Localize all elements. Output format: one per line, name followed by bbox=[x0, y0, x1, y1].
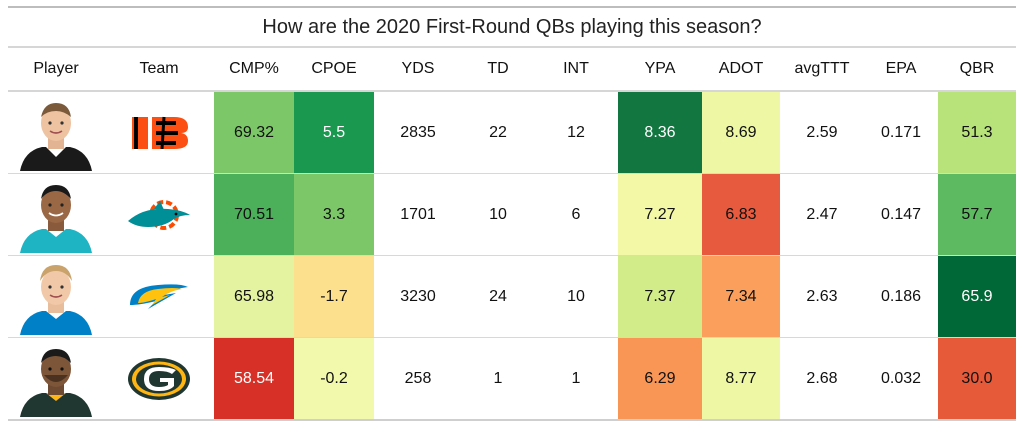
jordan-love-headshot-icon bbox=[8, 338, 104, 419]
avgttt-cell: 2.59 bbox=[806, 123, 838, 141]
ypa-cell: 8.36 bbox=[618, 92, 702, 173]
header-team: Team bbox=[139, 60, 179, 77]
chargers-logo-icon bbox=[104, 256, 214, 337]
header-adot: ADOT bbox=[718, 60, 764, 77]
qb-stats-table: How are the 2020 First-Round QBs playing… bbox=[8, 6, 1016, 421]
td-cell: 1 bbox=[493, 369, 503, 387]
header-ypa: YPA bbox=[644, 60, 676, 77]
header-avgttt: avgTTT bbox=[794, 60, 850, 77]
adot-cell: 8.69 bbox=[702, 92, 780, 173]
header-cpoe: CPOE bbox=[311, 60, 357, 77]
bengals-logo-icon bbox=[104, 92, 214, 173]
table-row: 58.54 -0.2 258 1 1 6.29 8.77 2.68 0.032 … bbox=[8, 338, 1016, 421]
table-row: 65.98 -1.7 3230 24 10 7.37 7.34 2.63 0.1… bbox=[8, 256, 1016, 338]
table-row: 70.51 3.3 1701 10 6 7.27 6.83 2.47 0.147… bbox=[8, 174, 1016, 256]
cmp-cell: 58.54 bbox=[214, 338, 294, 419]
qbr-cell: 30.0 bbox=[938, 338, 1016, 419]
epa-cell: 0.032 bbox=[880, 369, 922, 387]
adot-cell: 8.77 bbox=[702, 338, 780, 419]
epa-cell: 0.186 bbox=[880, 287, 922, 305]
header-int: INT bbox=[563, 60, 589, 77]
epa-cell: 0.171 bbox=[880, 123, 922, 141]
int-cell: 1 bbox=[571, 369, 581, 387]
yds-cell: 1701 bbox=[400, 205, 436, 223]
header-td: TD bbox=[487, 60, 509, 77]
cpoe-cell: -0.2 bbox=[294, 338, 374, 419]
avgttt-cell: 2.47 bbox=[806, 205, 838, 223]
header-epa: EPA bbox=[885, 60, 917, 77]
int-cell: 12 bbox=[567, 123, 585, 141]
td-cell: 10 bbox=[489, 205, 507, 223]
int-cell: 6 bbox=[571, 205, 581, 223]
ypa-cell: 7.37 bbox=[618, 256, 702, 337]
avgttt-cell: 2.63 bbox=[806, 287, 838, 305]
cpoe-cell: 3.3 bbox=[294, 174, 374, 255]
qbr-cell: 65.9 bbox=[938, 256, 1016, 337]
yds-cell: 3230 bbox=[400, 287, 436, 305]
packers-logo-icon bbox=[104, 338, 214, 419]
table-title: How are the 2020 First-Round QBs playing… bbox=[8, 6, 1016, 46]
td-cell: 22 bbox=[489, 123, 507, 141]
joe-burrow-headshot-icon bbox=[8, 92, 104, 173]
dolphins-logo-icon bbox=[104, 174, 214, 255]
yds-cell: 2835 bbox=[400, 123, 436, 141]
header-qbr: QBR bbox=[959, 60, 995, 77]
adot-cell: 7.34 bbox=[702, 256, 780, 337]
tua-tagovailoa-headshot-icon bbox=[8, 174, 104, 255]
cmp-cell: 69.32 bbox=[214, 92, 294, 173]
adot-cell: 6.83 bbox=[702, 174, 780, 255]
justin-herbert-headshot-icon bbox=[8, 256, 104, 337]
table-row: 69.32 5.5 2835 22 12 8.36 8.69 2.59 0.17… bbox=[8, 92, 1016, 174]
header-row: Player Team CMP% CPOE YDS TD INT YPA ADO… bbox=[8, 46, 1016, 92]
td-cell: 24 bbox=[489, 287, 507, 305]
header-player: Player bbox=[33, 60, 79, 77]
cpoe-cell: -1.7 bbox=[294, 256, 374, 337]
avgttt-cell: 2.68 bbox=[806, 369, 838, 387]
header-cmp: CMP% bbox=[229, 60, 279, 77]
epa-cell: 0.147 bbox=[880, 205, 922, 223]
ypa-cell: 7.27 bbox=[618, 174, 702, 255]
cmp-cell: 70.51 bbox=[214, 174, 294, 255]
yds-cell: 258 bbox=[404, 369, 432, 387]
int-cell: 10 bbox=[567, 287, 585, 305]
header-yds: YDS bbox=[401, 60, 435, 77]
qbr-cell: 51.3 bbox=[938, 92, 1016, 173]
cmp-cell: 65.98 bbox=[214, 256, 294, 337]
cpoe-cell: 5.5 bbox=[294, 92, 374, 173]
ypa-cell: 6.29 bbox=[618, 338, 702, 419]
qbr-cell: 57.7 bbox=[938, 174, 1016, 255]
